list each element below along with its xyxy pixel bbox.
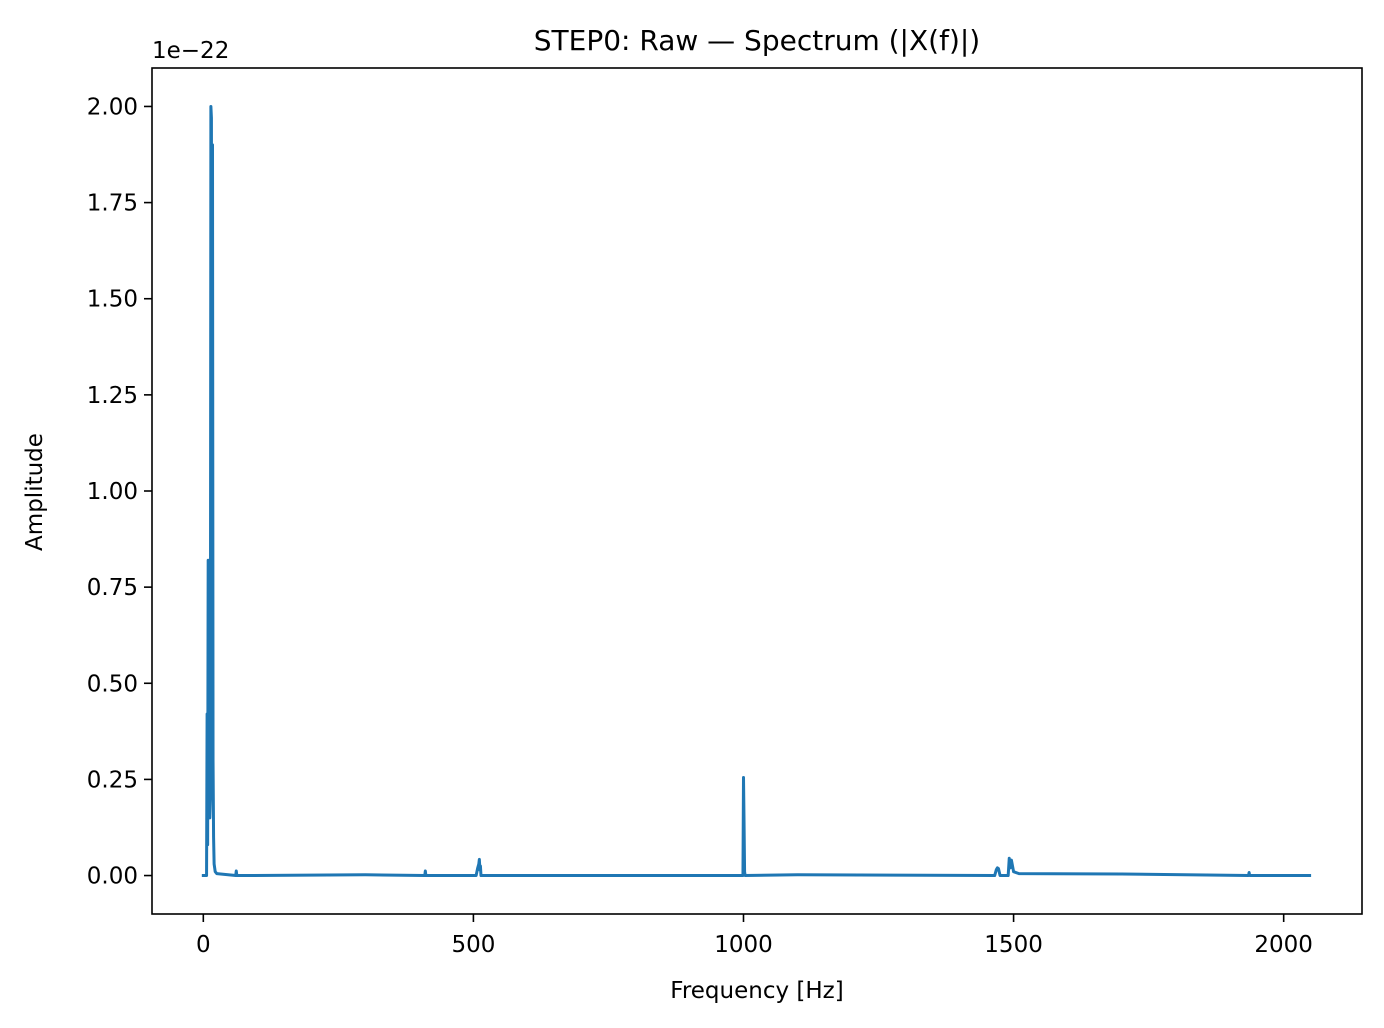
- y-tick-label: 1.25: [87, 383, 138, 409]
- y-tick-label: 2.00: [87, 94, 138, 120]
- y-tick-label: 0.00: [87, 864, 138, 890]
- x-tick-label: 1500: [984, 932, 1043, 958]
- y-tick-label: 1.75: [87, 191, 138, 217]
- y-tick-label: 0.25: [87, 767, 138, 793]
- y-axis-label: Amplitude: [22, 433, 48, 551]
- y-tick-label: 1.50: [87, 287, 138, 313]
- spectrum-line: [201, 104, 1312, 878]
- x-tick-label: 1000: [714, 932, 773, 958]
- x-axis-label: Frequency [Hz]: [670, 978, 843, 1004]
- x-tick-label: 2000: [1254, 932, 1313, 958]
- chart-title: STEP0: Raw — Spectrum (|X(f)|): [534, 24, 980, 57]
- y-offset-label: 1e−22: [152, 38, 229, 64]
- y-tick-label: 0.50: [87, 671, 138, 697]
- x-tick-label: 0: [196, 932, 211, 958]
- y-tick-label: 1.00: [87, 479, 138, 505]
- y-tick-label: 0.75: [87, 575, 138, 601]
- plot-area: 0 500 1000 1500 2000 0.00 0.25 0.50 0.75 1.00 1.25…: [87, 67, 1363, 958]
- x-tick-label: 500: [451, 932, 495, 958]
